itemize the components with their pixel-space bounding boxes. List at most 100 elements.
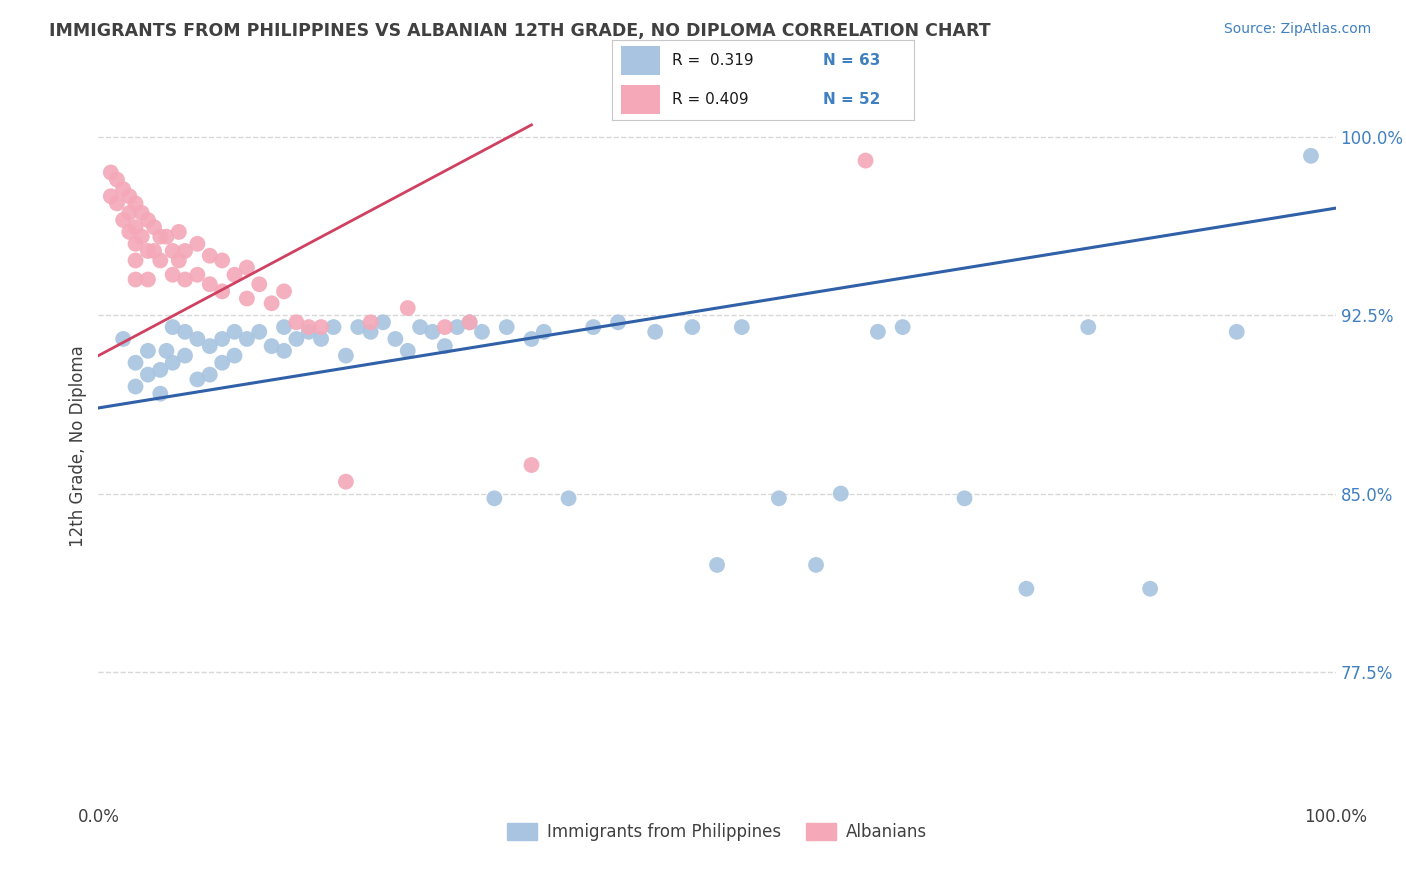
Point (433, 339, 456, 353)
Point (335, 349, 357, 363)
Point (360, 315, 382, 329)
Point (1077, 320, 1099, 334)
Point (224, 349, 246, 363)
Text: Source: ZipAtlas.com: Source: ZipAtlas.com (1223, 22, 1371, 37)
Bar (620, 85, 659, 114)
Point (131, 206, 153, 220)
Legend: Immigrants from Philippines, Albanians: Immigrants from Philippines, Albanians (501, 816, 934, 848)
Point (533, 325, 555, 339)
Point (396, 301, 419, 315)
Point (298, 325, 321, 339)
Point (236, 260, 259, 275)
Point (211, 356, 233, 370)
Point (186, 372, 208, 386)
Point (335, 475, 357, 489)
Point (731, 320, 754, 334)
Point (211, 332, 233, 346)
Point (136, 343, 159, 358)
Point (495, 320, 517, 334)
Point (149, 229, 172, 244)
Point (186, 332, 208, 346)
Point (124, 236, 146, 251)
Point (371, 315, 394, 329)
Point (118, 225, 141, 239)
Point (149, 253, 172, 268)
Point (681, 320, 703, 334)
Point (446, 320, 468, 334)
Point (167, 253, 190, 268)
Point (855, 153, 877, 168)
Point (891, 320, 914, 334)
Point (433, 320, 456, 334)
Point (124, 196, 146, 211)
Point (644, 325, 666, 339)
Point (143, 244, 166, 258)
Point (186, 236, 208, 251)
Point (124, 379, 146, 393)
Point (866, 325, 889, 339)
Point (360, 325, 382, 339)
Point (422, 325, 444, 339)
Point (162, 320, 184, 334)
Point (112, 213, 135, 227)
Point (260, 339, 283, 353)
Point (309, 332, 332, 346)
Point (273, 320, 295, 334)
Y-axis label: 12th Grade, No Diploma: 12th Grade, No Diploma (69, 345, 87, 547)
Point (162, 356, 184, 370)
Point (273, 285, 295, 299)
Point (211, 285, 233, 299)
Point (100, 165, 122, 179)
Point (1015, 582, 1038, 596)
Point (706, 558, 728, 572)
Point (1139, 582, 1161, 596)
Point (105, 172, 128, 186)
Point (484, 491, 506, 506)
Point (458, 315, 481, 329)
Point (136, 244, 159, 258)
Point (953, 491, 976, 506)
Text: R =  0.319: R = 0.319 (672, 53, 754, 68)
Point (607, 315, 630, 329)
Point (136, 368, 159, 382)
Point (458, 315, 481, 329)
Point (309, 320, 332, 334)
Point (582, 320, 605, 334)
Point (124, 356, 146, 370)
Point (162, 268, 184, 282)
Point (143, 220, 166, 235)
Point (260, 296, 283, 310)
Point (174, 349, 197, 363)
Point (409, 320, 432, 334)
Point (520, 332, 543, 346)
Point (247, 325, 270, 339)
Point (149, 386, 172, 401)
Point (174, 272, 197, 286)
Point (162, 244, 184, 258)
Point (174, 325, 197, 339)
Point (167, 225, 190, 239)
Point (396, 343, 419, 358)
Text: IMMIGRANTS FROM PHILIPPINES VS ALBANIAN 12TH GRADE, NO DIPLOMA CORRELATION CHART: IMMIGRANTS FROM PHILIPPINES VS ALBANIAN … (49, 22, 991, 40)
Point (804, 558, 827, 572)
Point (198, 368, 221, 382)
Point (236, 332, 259, 346)
Point (136, 213, 159, 227)
Point (124, 253, 146, 268)
Point (136, 272, 159, 286)
Text: N = 63: N = 63 (824, 53, 880, 68)
Point (155, 343, 177, 358)
Point (384, 332, 406, 346)
Point (211, 253, 233, 268)
Point (149, 363, 172, 377)
Point (1299, 149, 1322, 163)
Text: N = 52: N = 52 (824, 92, 880, 107)
Point (112, 332, 135, 346)
Point (224, 325, 246, 339)
Point (105, 196, 128, 211)
Point (273, 343, 295, 358)
Point (124, 272, 146, 286)
Point (247, 277, 270, 292)
Point (298, 320, 321, 334)
Point (236, 292, 259, 306)
